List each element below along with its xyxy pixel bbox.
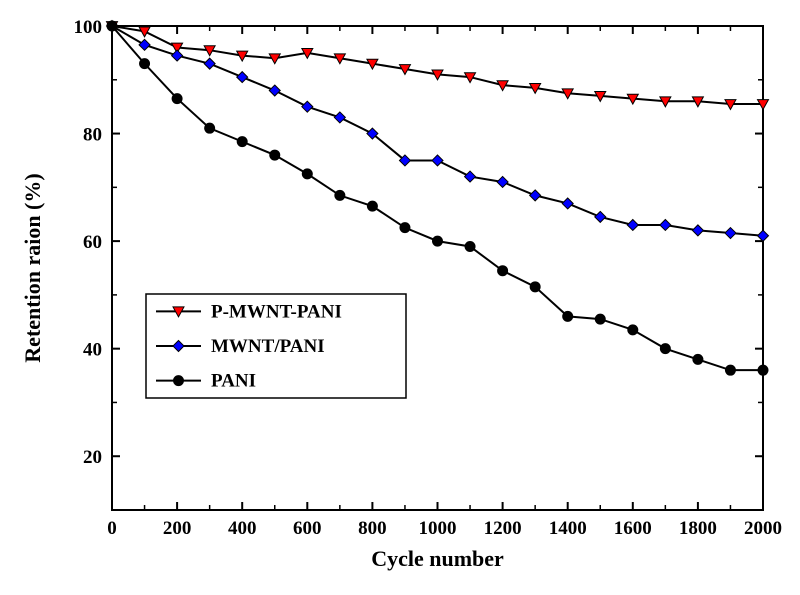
x-tick-label: 400 — [228, 518, 257, 539]
marker-PANI — [270, 150, 280, 160]
y-tick-label: 60 — [83, 232, 102, 253]
marker-PANI — [205, 123, 215, 133]
legend-marker — [174, 376, 184, 386]
x-tick-label: 800 — [358, 518, 387, 539]
marker-PANI — [693, 354, 703, 364]
marker-PANI — [172, 94, 182, 104]
x-tick-label: 2000 — [744, 518, 782, 539]
marker-PANI — [302, 169, 312, 179]
x-tick-label: 1400 — [549, 518, 587, 539]
y-tick-label: 40 — [83, 340, 102, 361]
retention-chart: 0 200 400 600 800 1000 1200 1400 1600 1800 2000 20… — [0, 0, 800, 595]
x-tick-label: 200 — [163, 518, 192, 539]
y-tick-label: 100 — [74, 17, 103, 38]
marker-PANI — [758, 365, 768, 375]
marker-PANI — [335, 190, 345, 200]
marker-PANI — [563, 311, 573, 321]
x-tick-label: 1600 — [614, 518, 652, 539]
x-tick-label: 1800 — [679, 518, 717, 539]
marker-PANI — [498, 266, 508, 276]
marker-PANI — [465, 241, 475, 251]
marker-PANI — [660, 344, 670, 354]
marker-PANI — [400, 223, 410, 233]
marker-PANI — [140, 59, 150, 69]
marker-PANI — [628, 325, 638, 335]
marker-PANI — [433, 236, 443, 246]
x-tick-label: 0 — [107, 518, 117, 539]
y-axis-label: Retention raion (%) — [20, 173, 45, 362]
marker-PANI — [237, 137, 247, 147]
legend-label: MWNT/PANI — [211, 336, 325, 357]
x-tick-label: 1000 — [419, 518, 457, 539]
legend-label: PANI — [211, 371, 256, 392]
legend: P-MWNT-PANI MWNT/PANI PANI — [146, 294, 406, 398]
marker-PANI — [725, 365, 735, 375]
marker-PANI — [107, 21, 117, 31]
marker-PANI — [530, 282, 540, 292]
x-tick-label: 600 — [293, 518, 322, 539]
legend-label: P-MWNT-PANI — [211, 301, 342, 322]
y-tick-label: 80 — [83, 125, 102, 146]
x-axis-label: Cycle number — [371, 546, 504, 571]
marker-PANI — [367, 201, 377, 211]
x-tick-label: 1200 — [484, 518, 522, 539]
marker-PANI — [595, 314, 605, 324]
y-tick-label: 20 — [83, 447, 102, 468]
